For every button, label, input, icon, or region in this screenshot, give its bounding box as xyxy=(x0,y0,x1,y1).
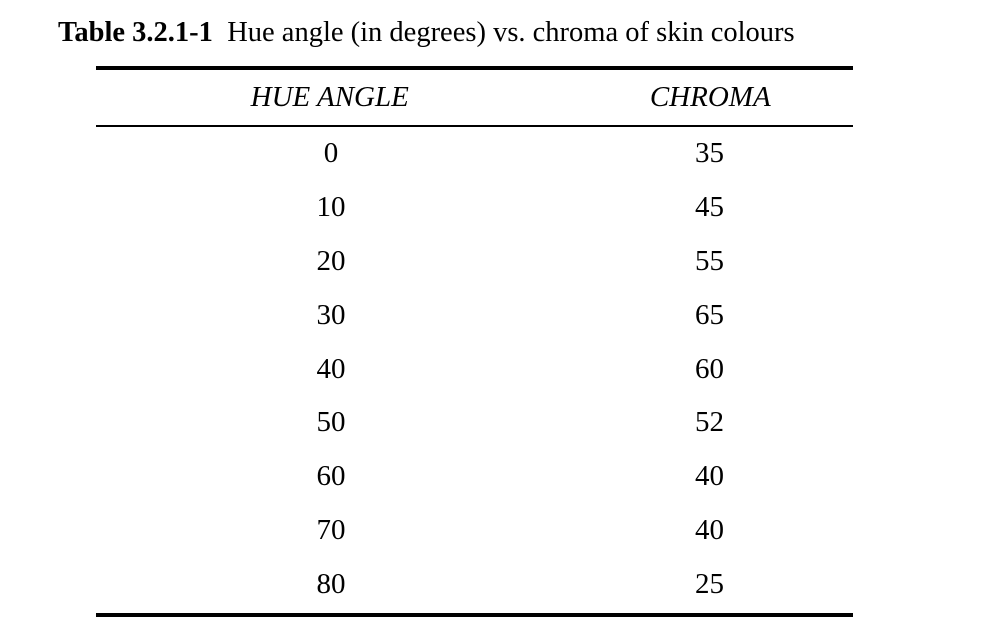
table-row: 10 45 xyxy=(96,181,853,235)
table-caption: Table 3.2.1-1 Hue angle (in degrees) vs.… xyxy=(58,15,958,51)
table-caption-label: Table 3.2.1-1 xyxy=(58,17,213,48)
cell-hue-angle: 10 xyxy=(316,191,346,224)
table-header-rule xyxy=(96,125,853,127)
table-bottom-rule xyxy=(96,613,853,618)
table-row: 30 65 xyxy=(96,288,853,342)
cell-hue-angle: 80 xyxy=(316,567,346,600)
column-header-hue-angle: HUE ANGLE xyxy=(250,81,409,113)
cell-hue-angle: 60 xyxy=(316,460,346,493)
table-row: 0 35 xyxy=(96,127,853,181)
cell-chroma: 25 xyxy=(695,567,724,600)
cell-chroma: 55 xyxy=(695,244,724,277)
column-header-chroma: CHROMA xyxy=(649,81,771,113)
table-row: 20 55 xyxy=(96,235,853,289)
table-row: 40 60 xyxy=(96,342,853,396)
cell-hue-angle: 50 xyxy=(316,406,346,439)
cell-chroma: 40 xyxy=(695,513,724,546)
cell-chroma: 40 xyxy=(695,460,724,493)
table-body: 0 35 10 45 20 55 30 65 40 60 50 52 60 40… xyxy=(96,127,853,613)
cell-hue-angle: 20 xyxy=(316,244,346,277)
data-table: HUE ANGLE CHROMA 0 35 10 45 20 55 30 65 … xyxy=(96,66,853,618)
table-caption-text: Hue angle (in degrees) vs. chroma of ski… xyxy=(227,17,795,48)
table-row: 80 25 xyxy=(96,557,853,611)
cell-hue-angle: 0 xyxy=(323,137,339,170)
cell-chroma: 52 xyxy=(695,406,724,439)
cell-chroma: 65 xyxy=(695,298,724,331)
table-header-row: HUE ANGLE CHROMA xyxy=(96,70,853,125)
table-row: 70 40 xyxy=(96,504,853,558)
cell-hue-angle: 40 xyxy=(316,352,346,385)
table-row: 50 52 xyxy=(96,396,853,450)
cell-chroma: 45 xyxy=(695,191,724,224)
table-top-rule xyxy=(96,66,853,70)
cell-hue-angle: 30 xyxy=(316,298,346,331)
cell-chroma: 35 xyxy=(695,137,724,170)
table-row: 60 40 xyxy=(96,450,853,504)
cell-hue-angle: 70 xyxy=(316,513,346,546)
cell-chroma: 60 xyxy=(695,352,724,385)
